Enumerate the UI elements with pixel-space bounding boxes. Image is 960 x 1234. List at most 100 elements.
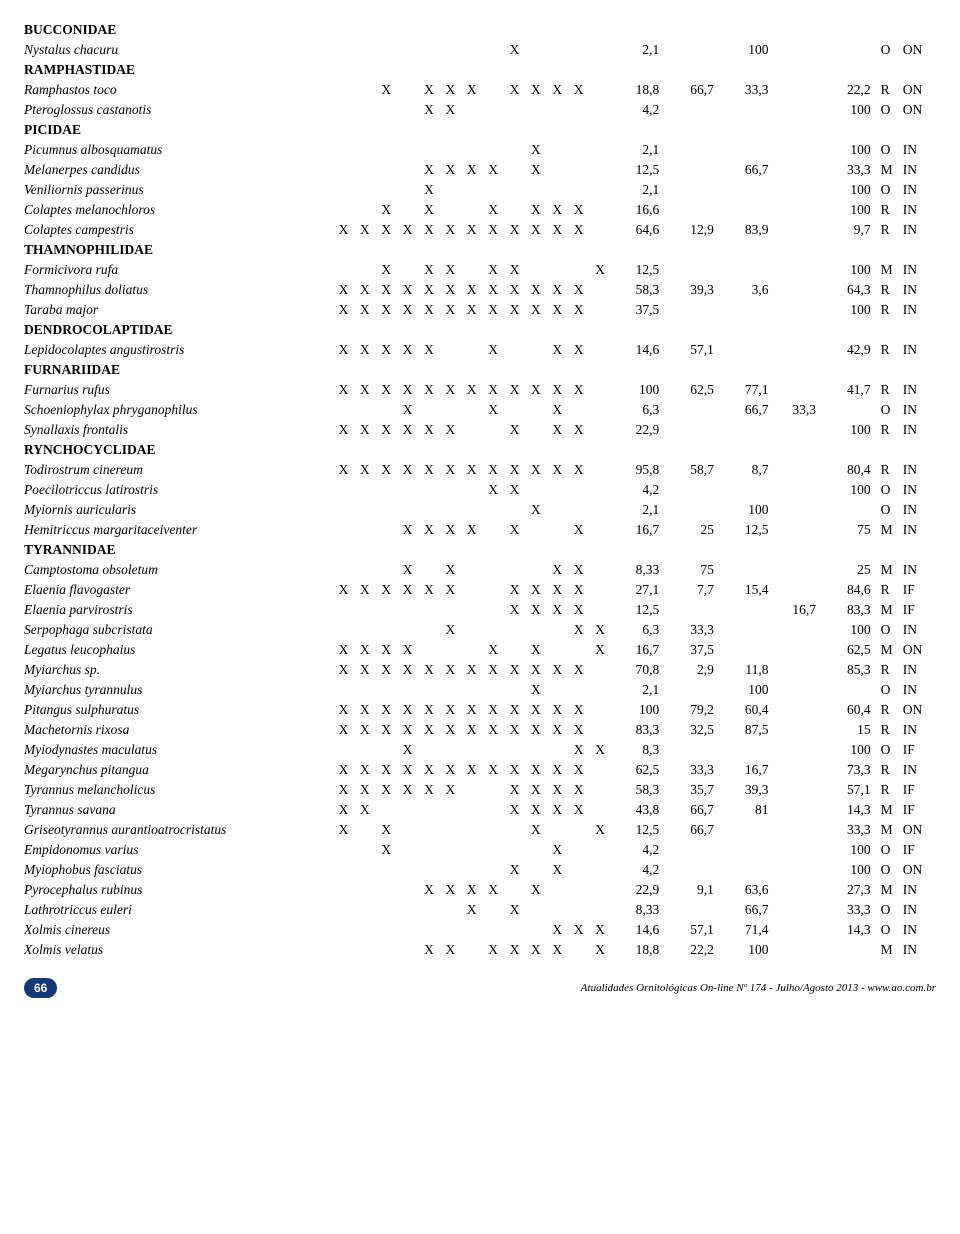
presence-mark bbox=[525, 520, 546, 540]
value-cell: 8,7 bbox=[720, 460, 775, 480]
presence-mark bbox=[482, 860, 503, 880]
presence-mark bbox=[589, 460, 610, 480]
presence-mark bbox=[589, 100, 610, 120]
presence-mark: X bbox=[525, 220, 546, 240]
presence-mark: X bbox=[397, 380, 418, 400]
presence-mark bbox=[354, 200, 375, 220]
presence-mark: X bbox=[461, 760, 482, 780]
presence-mark bbox=[525, 560, 546, 580]
presence-mark: X bbox=[504, 480, 525, 500]
presence-mark: X bbox=[504, 280, 525, 300]
presence-mark: X bbox=[354, 720, 375, 740]
value-cell: 84,6 bbox=[822, 580, 877, 600]
presence-mark bbox=[482, 100, 503, 120]
presence-mark: X bbox=[568, 340, 589, 360]
presence-mark: X bbox=[333, 660, 354, 680]
value-cell: 100 bbox=[611, 700, 666, 720]
species-name: Machetornis rixosa bbox=[24, 720, 333, 740]
presence-mark bbox=[376, 800, 397, 820]
value-cell: 100 bbox=[822, 860, 877, 880]
abundance-code: M bbox=[877, 560, 903, 580]
abundance-code: M bbox=[877, 600, 903, 620]
presence-mark bbox=[589, 700, 610, 720]
species-name: Myiornis auricularis bbox=[24, 500, 333, 520]
abundance-code: M bbox=[877, 260, 903, 280]
presence-mark bbox=[547, 180, 568, 200]
presence-mark bbox=[482, 580, 503, 600]
presence-mark bbox=[482, 520, 503, 540]
presence-mark: X bbox=[333, 280, 354, 300]
status-code: IN bbox=[903, 300, 936, 320]
presence-mark: X bbox=[333, 640, 354, 660]
presence-mark bbox=[376, 900, 397, 920]
presence-mark: X bbox=[525, 300, 546, 320]
presence-mark: X bbox=[376, 420, 397, 440]
species-name: Myiodynastes maculatus bbox=[24, 740, 333, 760]
presence-mark: X bbox=[482, 260, 503, 280]
family-name: FURNARIIDAE bbox=[24, 360, 333, 380]
presence-mark: X bbox=[504, 460, 525, 480]
table-row: Todirostrum cinereumXXXXXXXXXXXX95,858,7… bbox=[24, 460, 936, 480]
presence-mark: X bbox=[504, 580, 525, 600]
presence-mark bbox=[397, 160, 418, 180]
presence-mark: X bbox=[354, 780, 375, 800]
presence-mark bbox=[376, 100, 397, 120]
presence-mark bbox=[482, 780, 503, 800]
value-cell: 12,5 bbox=[720, 520, 775, 540]
presence-mark bbox=[504, 620, 525, 640]
value-cell: 16,6 bbox=[611, 200, 666, 220]
value-cell: 11,8 bbox=[720, 660, 775, 680]
presence-mark: X bbox=[354, 220, 375, 240]
presence-mark: X bbox=[461, 900, 482, 920]
value-cell: 66,7 bbox=[665, 820, 720, 840]
presence-mark: X bbox=[397, 760, 418, 780]
status-code: ON bbox=[903, 860, 936, 880]
status-code: IF bbox=[903, 580, 936, 600]
presence-mark: X bbox=[568, 780, 589, 800]
presence-mark bbox=[461, 620, 482, 640]
value-cell bbox=[775, 220, 823, 240]
presence-mark: X bbox=[440, 380, 461, 400]
presence-mark: X bbox=[504, 40, 525, 60]
presence-mark: X bbox=[397, 300, 418, 320]
presence-mark bbox=[440, 640, 461, 660]
presence-mark bbox=[547, 900, 568, 920]
value-cell bbox=[775, 140, 823, 160]
presence-mark: X bbox=[418, 80, 439, 100]
presence-mark: X bbox=[461, 80, 482, 100]
presence-mark bbox=[504, 200, 525, 220]
presence-mark bbox=[461, 640, 482, 660]
table-row: Megarynchus pitanguaXXXXXXXXXXXX62,533,3… bbox=[24, 760, 936, 780]
value-cell bbox=[775, 780, 823, 800]
species-name: Myiarchus sp. bbox=[24, 660, 333, 680]
value-cell: 71,4 bbox=[720, 920, 775, 940]
abundance-code: R bbox=[877, 280, 903, 300]
presence-mark bbox=[397, 80, 418, 100]
presence-mark bbox=[354, 940, 375, 960]
presence-mark bbox=[354, 900, 375, 920]
presence-mark: X bbox=[547, 200, 568, 220]
abundance-code: O bbox=[877, 40, 903, 60]
value-cell: 66,7 bbox=[720, 400, 775, 420]
value-cell: 14,6 bbox=[611, 340, 666, 360]
presence-mark bbox=[589, 720, 610, 740]
presence-mark: X bbox=[376, 460, 397, 480]
presence-mark: X bbox=[482, 700, 503, 720]
presence-mark bbox=[461, 940, 482, 960]
value-cell: 57,1 bbox=[665, 340, 720, 360]
presence-mark bbox=[333, 560, 354, 580]
presence-mark bbox=[589, 40, 610, 60]
value-cell bbox=[665, 260, 720, 280]
value-cell bbox=[775, 700, 823, 720]
value-cell: 16,7 bbox=[611, 640, 666, 660]
presence-mark: X bbox=[525, 760, 546, 780]
value-cell bbox=[720, 180, 775, 200]
value-cell bbox=[720, 740, 775, 760]
presence-mark: X bbox=[547, 80, 568, 100]
presence-mark: X bbox=[482, 340, 503, 360]
presence-mark: X bbox=[547, 860, 568, 880]
presence-mark bbox=[547, 520, 568, 540]
presence-mark bbox=[547, 820, 568, 840]
value-cell bbox=[775, 180, 823, 200]
presence-mark bbox=[333, 400, 354, 420]
